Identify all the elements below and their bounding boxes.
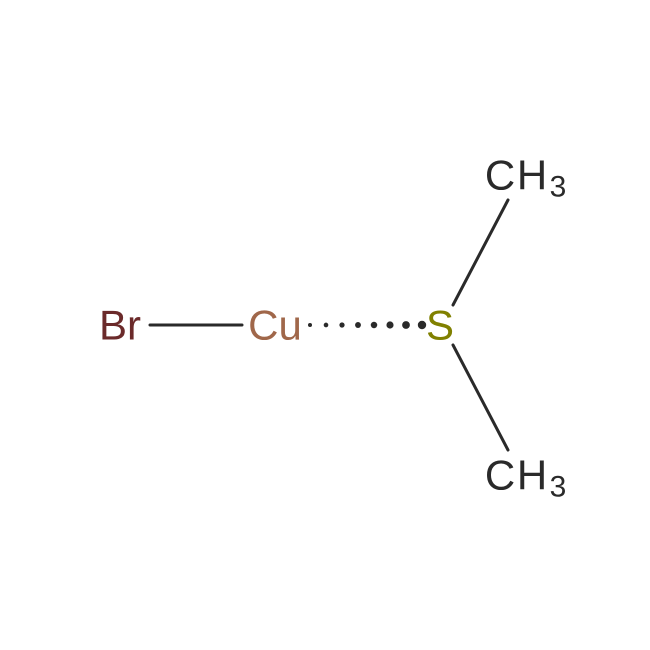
- atom-label-br: Br: [99, 302, 141, 349]
- atom-h: H: [517, 152, 547, 199]
- bond-coordination-dot: [339, 322, 344, 327]
- bond-coordination-dot: [355, 322, 361, 328]
- bond-coordination-dot: [371, 322, 378, 329]
- atom-c: C: [485, 152, 515, 199]
- bond-coordination-dot: [324, 323, 329, 328]
- chemical-structure-diagram: BrCuSCH3CH3: [0, 0, 650, 650]
- subscript-3: 3: [550, 171, 567, 204]
- bond-coordination-dot: [418, 321, 426, 329]
- atom-c: C: [485, 452, 515, 499]
- subscript-3: 3: [550, 471, 567, 504]
- bond-coordination-dot: [308, 323, 312, 327]
- atom-label-s: S: [426, 302, 454, 349]
- bond-coordination-dot: [402, 321, 410, 329]
- bond-coordination-dot: [386, 321, 393, 328]
- atom-h: H: [517, 452, 547, 499]
- atom-label-cu: Cu: [248, 302, 302, 349]
